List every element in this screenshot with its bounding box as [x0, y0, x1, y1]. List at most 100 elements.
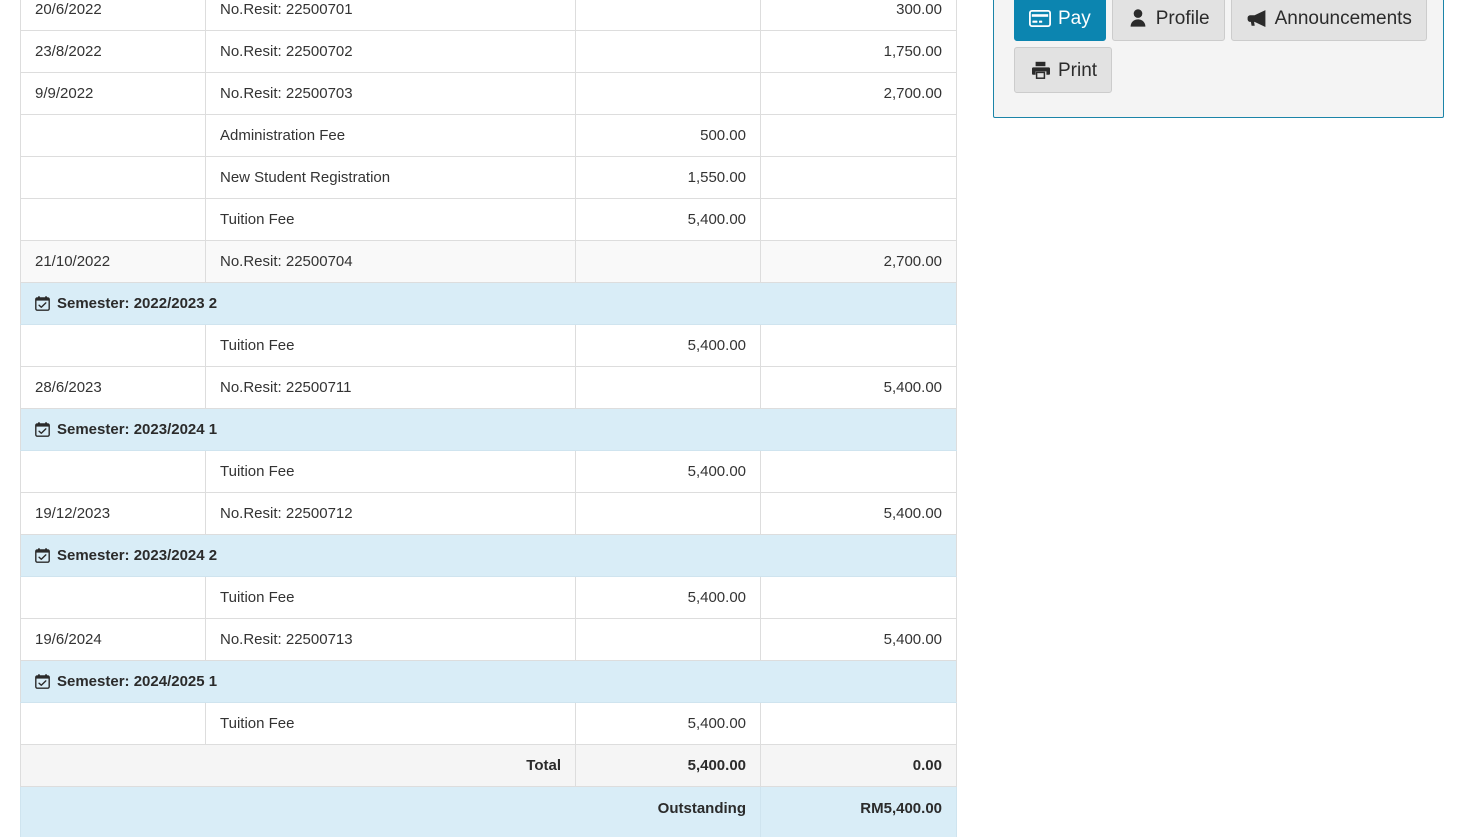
date-cell [20, 450, 206, 493]
semester-header-row: Semester: 2023/2024 1 [20, 408, 957, 451]
semester-header-content: Semester: 2023/2024 2 [35, 546, 942, 566]
credit-cell: 1,750.00 [760, 30, 957, 73]
table-row: New Student Registration 1,550.00 [20, 156, 957, 199]
description-cell: New Student Registration [205, 156, 576, 199]
semester-header-cell: Semester: 2022/2023 2 [20, 282, 957, 325]
credit-cell [760, 198, 957, 241]
description-cell: Tuition Fee [205, 576, 576, 619]
description-cell: No.Resit: 22500712 [205, 492, 576, 535]
fee-statement-table: 20/6/2022 No.Resit: 22500701 300.00 23/8/20… [20, 0, 957, 837]
action-panel: Pay Profile Announcements Print [993, 0, 1444, 118]
calendar-check-icon [35, 548, 50, 563]
table-row: 23/8/2022 No.Resit: 22500702 1,750.00 [20, 30, 957, 73]
debit-cell: 5,400.00 [575, 450, 761, 493]
date-cell: 21/10/2022 [20, 240, 206, 283]
credit-card-icon [1029, 8, 1051, 28]
calendar-check-icon [35, 422, 50, 437]
debit-cell [575, 0, 761, 31]
credit-cell [760, 156, 957, 199]
description-cell: No.Resit: 22500703 [205, 72, 576, 115]
bullhorn-icon [1246, 8, 1268, 28]
credit-cell [760, 576, 957, 619]
date-cell [20, 156, 206, 199]
printer-icon [1029, 60, 1051, 80]
debit-cell [575, 366, 761, 409]
credit-cell [760, 114, 957, 157]
description-cell: Tuition Fee [205, 702, 576, 745]
date-cell: 20/6/2022 [20, 0, 206, 31]
semester-label: Semester: 2023/2024 2 [57, 546, 218, 564]
semester-header-cell: Semester: 2023/2024 1 [20, 408, 957, 451]
credit-cell [760, 450, 957, 493]
date-cell [20, 702, 206, 745]
description-cell: No.Resit: 22500702 [205, 30, 576, 73]
description-cell: Administration Fee [205, 114, 576, 157]
outstanding-label: Outstanding [20, 786, 761, 837]
debit-cell: 5,400.00 [575, 576, 761, 619]
description-cell: No.Resit: 22500704 [205, 240, 576, 283]
debit-cell [575, 240, 761, 283]
table-row: Tuition Fee 5,400.00 [20, 198, 957, 241]
table-row: 28/6/2023 No.Resit: 22500711 5,400.00 [20, 366, 957, 409]
pay-button[interactable]: Pay [1014, 0, 1106, 41]
debit-cell: 500.00 [575, 114, 761, 157]
credit-cell: 5,400.00 [760, 618, 957, 661]
table-row: 21/10/2022 No.Resit: 22500704 2,700.00 [20, 240, 957, 283]
description-cell: No.Resit: 22500711 [205, 366, 576, 409]
semester-header-content: Semester: 2022/2023 2 [35, 294, 942, 314]
description-cell: No.Resit: 22500713 [205, 618, 576, 661]
statement-table-body: 20/6/2022 No.Resit: 22500701 300.00 23/8/20… [20, 0, 957, 837]
debit-cell: 5,400.00 [575, 702, 761, 745]
table-row: 19/6/2024 No.Resit: 22500713 5,400.00 [20, 618, 957, 661]
table-row: Tuition Fee 5,400.00 [20, 450, 957, 493]
description-cell: Tuition Fee [205, 198, 576, 241]
date-cell: 9/9/2022 [20, 72, 206, 115]
announcements-button-label: Announcements [1274, 7, 1412, 29]
debit-cell: 1,550.00 [575, 156, 761, 199]
user-icon [1127, 8, 1149, 28]
date-cell [20, 114, 206, 157]
semester-header-cell: Semester: 2023/2024 2 [20, 534, 957, 577]
credit-cell: 2,700.00 [760, 240, 957, 283]
table-row: 19/12/2023 No.Resit: 22500712 5,400.00 [20, 492, 957, 535]
semester-header-row: Semester: 2024/2025 1 [20, 660, 957, 703]
total-label: Total [20, 744, 576, 787]
semester-label: Semester: 2024/2025 1 [57, 672, 218, 690]
table-row: Administration Fee 500.00 [20, 114, 957, 157]
total-credit-value: 0.00 [760, 744, 957, 787]
print-button-label: Print [1058, 59, 1098, 81]
table-row: 20/6/2022 No.Resit: 22500701 300.00 [20, 0, 957, 31]
semester-header-row: Semester: 2022/2023 2 [20, 282, 957, 325]
total-row: Total 5,400.00 0.00 [20, 744, 957, 787]
semester-header-content: Semester: 2024/2025 1 [35, 672, 942, 692]
announcements-button[interactable]: Announcements [1230, 0, 1427, 41]
date-cell [20, 198, 206, 241]
debit-cell [575, 30, 761, 73]
debit-cell [575, 72, 761, 115]
profile-button[interactable]: Profile [1111, 0, 1225, 41]
semester-label: Semester: 2022/2023 2 [57, 294, 218, 312]
debit-cell: 5,400.00 [575, 198, 761, 241]
table-row: Tuition Fee 5,400.00 [20, 702, 957, 745]
semester-header-row: Semester: 2023/2024 2 [20, 534, 957, 577]
credit-cell: 5,400.00 [760, 492, 957, 535]
pay-button-label: Pay [1058, 7, 1091, 29]
semester-header-cell: Semester: 2024/2025 1 [20, 660, 957, 703]
profile-button-label: Profile [1155, 7, 1210, 29]
statement-table-container: 20/6/2022 No.Resit: 22500701 300.00 23/8/20… [20, 0, 957, 837]
credit-cell: 300.00 [760, 0, 957, 31]
description-cell: Tuition Fee [205, 324, 576, 367]
credit-cell [760, 702, 957, 745]
print-button[interactable]: Print [1014, 47, 1113, 93]
action-button-row: Pay Profile Announcements Print [1014, 0, 1435, 93]
credit-cell: 2,700.00 [760, 72, 957, 115]
total-debit-value: 5,400.00 [575, 744, 761, 787]
table-row: Tuition Fee 5,400.00 [20, 576, 957, 619]
date-cell [20, 576, 206, 619]
semester-header-content: Semester: 2023/2024 1 [35, 420, 942, 440]
outstanding-value: RM5,400.00 [760, 786, 957, 837]
calendar-check-icon [35, 674, 50, 689]
table-row: 9/9/2022 No.Resit: 22500703 2,700.00 [20, 72, 957, 115]
date-cell [20, 324, 206, 367]
